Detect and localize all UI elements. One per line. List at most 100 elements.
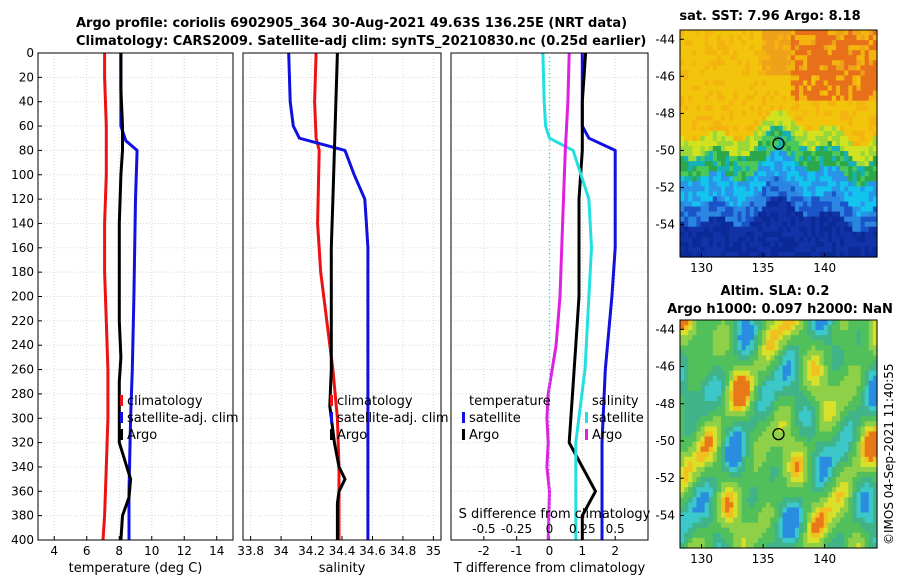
- sst-map-cell: [684, 246, 689, 253]
- sst-map-cell: [840, 236, 845, 243]
- sst-map-cell: [721, 231, 726, 238]
- sla-map-cell: [688, 370, 693, 377]
- sst-map-cell: [835, 156, 841, 162]
- sla-map-cell: [700, 537, 706, 544]
- sst-map-cell: [712, 206, 718, 213]
- sla-map-cell: [807, 502, 812, 509]
- sst-map-cell: [684, 115, 689, 122]
- sla-map-cell: [725, 477, 730, 483]
- sla-map-cell: [819, 411, 825, 417]
- sst-map-cell: [860, 65, 866, 71]
- sst-map-cell: [786, 201, 792, 208]
- sla-map-cell: [811, 350, 817, 357]
- sst-map-cell: [712, 201, 718, 208]
- sla-map-cell: [831, 330, 837, 336]
- sst-map-cell: [688, 171, 693, 177]
- sst-map-cell: [692, 246, 698, 253]
- sla-map-cell: [840, 370, 845, 377]
- sst-map-cell: [741, 176, 747, 182]
- sst-map-cell: [757, 40, 763, 46]
- sst-map-cell: [745, 85, 751, 92]
- sla-map-cell: [872, 385, 878, 392]
- sla-map-cell: [844, 527, 849, 534]
- sst-map-cell: [786, 241, 792, 248]
- sla-map-cell: [766, 497, 771, 503]
- sst-map-cell: [696, 95, 702, 102]
- sla-map-cell: [708, 350, 714, 357]
- sst-map-cell: [757, 161, 763, 167]
- sst-map-cell: [712, 100, 718, 107]
- sst-map-cell: [708, 45, 714, 51]
- sst-map-cell: [680, 176, 685, 182]
- sst-map-cell: [815, 90, 821, 97]
- sla-map-cell: [827, 517, 833, 524]
- sst-map-cell: [827, 151, 833, 157]
- sla-map-cell: [827, 477, 833, 483]
- sla-map-cell: [864, 365, 870, 372]
- sst-map-cell: [753, 156, 759, 162]
- sst-map-cell: [790, 90, 796, 97]
- sst-map-cell: [688, 55, 693, 61]
- depth-tick-label: 220: [11, 314, 34, 328]
- sst-map-cell: [807, 206, 812, 213]
- sla-map-cell: [799, 320, 804, 326]
- sst-map-cell: [807, 120, 812, 127]
- sst-map-cell: [680, 90, 685, 97]
- sla-map-cell: [856, 406, 862, 412]
- sla-map-cell: [864, 396, 870, 402]
- sst-map-cell: [840, 191, 845, 198]
- sla-map-cell: [692, 406, 698, 412]
- sla-map-cell: [782, 370, 788, 377]
- sst-map-cell: [680, 35, 685, 41]
- sst-map-cell: [684, 135, 689, 142]
- sst-map-cell: [688, 115, 693, 122]
- sla-map-cell: [856, 390, 862, 397]
- sst-map-cell: [725, 176, 730, 182]
- sst-map-cell: [725, 146, 730, 152]
- sla-map-cell: [786, 522, 792, 529]
- sst-map-cell: [860, 135, 866, 142]
- sla-map-cell: [860, 431, 866, 438]
- sla-map-cell: [766, 360, 771, 367]
- sst-map-cell: [729, 95, 734, 102]
- sst-map-cell: [848, 191, 853, 198]
- sst-map-cell: [856, 60, 862, 66]
- sst-map-cell: [840, 211, 845, 218]
- sla-map-cell: [696, 492, 702, 498]
- sla-map-cell: [716, 537, 722, 544]
- sst-map-cell: [753, 140, 759, 147]
- sla-map-cell: [811, 335, 817, 341]
- sst-map-cell: [819, 85, 825, 92]
- sla-map-cell: [749, 426, 755, 433]
- sla-map-cell: [852, 390, 858, 397]
- sla-map-cell: [749, 370, 755, 377]
- sla-map-cell: [749, 472, 755, 478]
- sla-map-cell: [864, 340, 870, 346]
- differences-xtick-label: -2: [478, 544, 490, 558]
- sla-map-cell: [733, 340, 739, 346]
- sla-map-cell: [778, 330, 784, 336]
- sla-map-cell: [762, 350, 767, 357]
- sst-map-cell: [794, 80, 800, 87]
- sst-map-cell: [704, 156, 710, 162]
- sla-map-cell: [745, 472, 751, 478]
- sst-map-cell: [782, 70, 788, 76]
- sst-map-cell: [721, 251, 726, 258]
- sst-map-cell: [704, 201, 710, 208]
- sst-map-cell: [741, 105, 747, 112]
- sla-map-cell: [831, 360, 837, 367]
- sla-map-cell: [692, 380, 698, 387]
- sst-map-cell: [807, 110, 812, 117]
- sla-map-cell: [708, 512, 714, 519]
- sla-map-cell: [729, 431, 734, 438]
- sst-map-cell: [852, 186, 858, 193]
- sst-map-cell: [835, 60, 841, 66]
- sst-map-cell: [753, 110, 759, 117]
- sst-map-cell: [704, 105, 710, 112]
- sst-map-cell: [684, 65, 689, 71]
- sst-map-cell: [799, 80, 804, 87]
- sla-map-cell: [823, 426, 829, 433]
- sla-map-cell: [704, 406, 710, 412]
- sla-map-cell: [823, 375, 829, 382]
- sst-map-cell: [684, 30, 689, 36]
